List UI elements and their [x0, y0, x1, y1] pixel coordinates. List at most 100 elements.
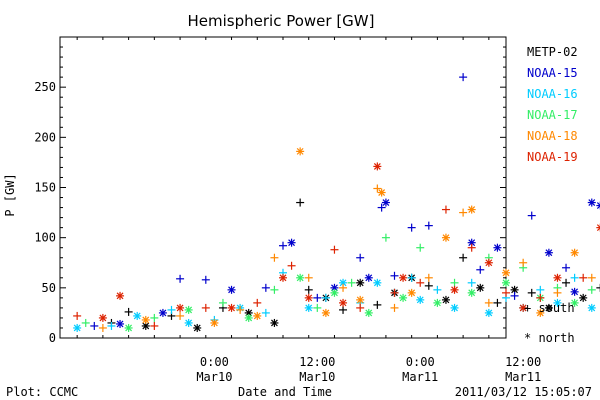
south-point — [356, 303, 365, 312]
north-point — [553, 273, 562, 282]
x-tick-date-label: Mar11 — [505, 370, 541, 384]
south-point — [562, 278, 571, 287]
north-point — [364, 273, 373, 282]
north-point — [73, 323, 82, 332]
north-point — [304, 293, 313, 302]
y-tick-label: 200 — [34, 130, 56, 144]
south-point — [510, 291, 519, 300]
south-point — [279, 241, 287, 250]
south-point — [261, 283, 270, 292]
north-point — [116, 291, 125, 300]
south-point — [407, 223, 416, 232]
marker-legend-south: + south — [524, 301, 575, 315]
south-point — [527, 288, 536, 297]
north-point — [339, 298, 348, 307]
series-noaa-18 — [98, 147, 596, 332]
plot-frame — [59, 36, 507, 339]
north-point — [193, 323, 202, 332]
south-point — [98, 323, 107, 332]
chart-title: Hemispheric Power [GW] — [188, 12, 375, 30]
south-point — [270, 285, 279, 294]
x-tick-date-label: Mar10 — [196, 370, 232, 384]
north-point — [467, 288, 476, 297]
north-point — [356, 278, 365, 287]
south-point — [467, 278, 476, 287]
north-point — [467, 238, 476, 247]
south-point — [304, 273, 313, 282]
south-point — [313, 303, 322, 312]
north-point — [441, 233, 450, 242]
north-point — [304, 303, 313, 312]
footer-timestamp: 2011/03/12 15:05:07 — [455, 385, 592, 399]
north-point — [596, 201, 600, 210]
north-point — [381, 198, 390, 207]
south-point — [536, 285, 545, 294]
footer-plot-source: Plot: CCMC — [6, 385, 78, 399]
south-point — [536, 293, 545, 302]
south-point — [270, 253, 279, 262]
north-point — [287, 238, 296, 247]
north-point — [141, 321, 150, 330]
north-point — [296, 273, 305, 282]
south-point — [347, 278, 356, 287]
north-point — [467, 205, 476, 214]
south-point — [441, 205, 450, 214]
south-point — [339, 283, 348, 292]
south-point — [424, 221, 433, 230]
series-noaa-16 — [73, 268, 596, 332]
south-point — [579, 273, 588, 282]
legend-entry-noaa-16: NOAA-16 — [527, 87, 578, 101]
x-tick-time-label: 0:00 — [406, 355, 435, 369]
south-point — [467, 243, 476, 252]
north-point — [587, 198, 596, 207]
south-point — [587, 285, 596, 294]
south-point — [562, 263, 571, 272]
north-point — [244, 313, 253, 322]
north-point — [227, 303, 236, 312]
north-point — [279, 273, 287, 282]
x-tick-time-label: 12:00 — [505, 355, 541, 369]
south-point — [424, 273, 433, 282]
north-point — [570, 287, 579, 296]
south-point — [424, 281, 433, 290]
north-point — [253, 311, 262, 320]
south-point — [527, 211, 536, 220]
south-point — [296, 198, 305, 207]
north-point — [330, 288, 339, 297]
north-point — [570, 298, 579, 307]
south-point — [373, 300, 382, 309]
north-point — [184, 318, 193, 327]
y-axis: 0 50 100 150 200 250 — [34, 46, 506, 345]
x-axis: 0:00Mar1012:00Mar100:00Mar1112:00Mar110:… — [76, 37, 541, 384]
north-point — [364, 308, 373, 317]
south-point — [176, 274, 185, 283]
y-tick-label: 100 — [34, 231, 56, 245]
north-point — [441, 295, 450, 304]
data-points — [73, 73, 600, 332]
north-point — [227, 285, 236, 294]
north-point — [356, 295, 365, 304]
south-point — [150, 321, 159, 330]
north-point — [116, 319, 125, 328]
north-point — [484, 308, 493, 317]
south-point — [450, 278, 459, 287]
north-point — [141, 315, 150, 324]
south-point — [502, 288, 510, 297]
legend: METP-02 NOAA-15 NOAA-16 NOAA-17 NOAA-18 NOAA-… — [527, 45, 578, 164]
south-point — [459, 253, 468, 262]
north-point — [476, 283, 485, 292]
south-point — [167, 305, 176, 314]
south-point — [90, 321, 99, 330]
legend-entry-noaa-18: NOAA-18 — [527, 129, 578, 143]
north-point — [502, 268, 510, 277]
marker-legend: + south * north — [524, 301, 575, 345]
north-point — [484, 258, 493, 267]
south-point — [377, 203, 386, 212]
south-point — [236, 305, 245, 314]
north-point — [377, 188, 386, 197]
south-point — [313, 293, 322, 302]
series-noaa-15 — [90, 73, 600, 330]
north-point — [98, 313, 107, 322]
south-point — [587, 273, 596, 282]
